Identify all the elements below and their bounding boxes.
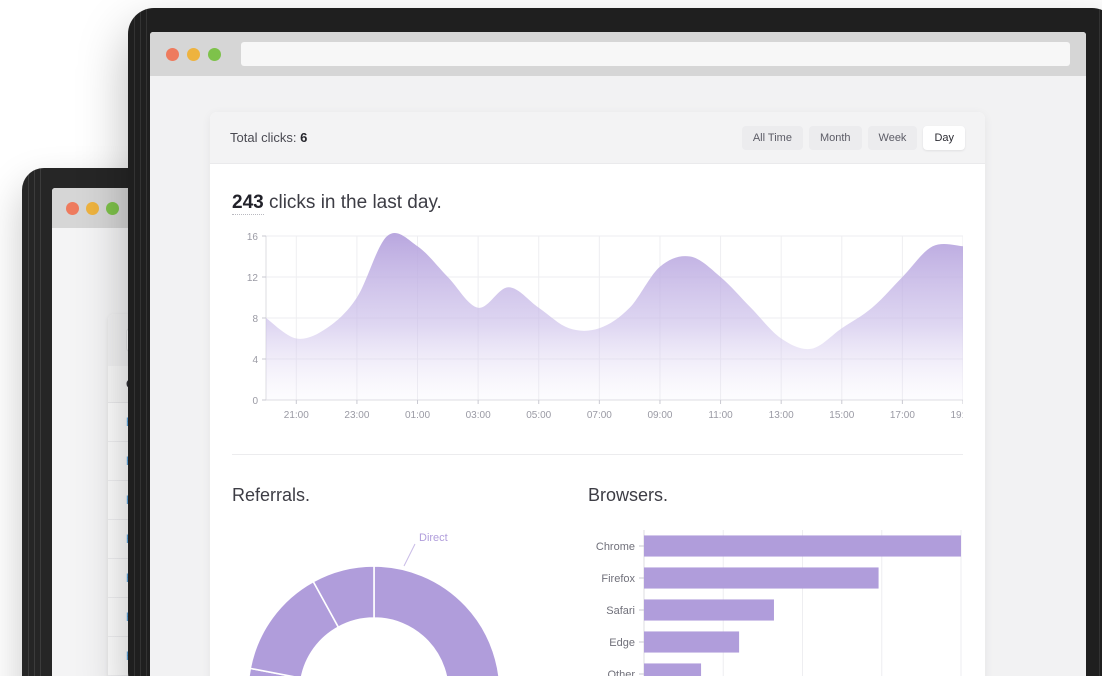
bar-category-labels: Chrome Firefox Safari Edge Other xyxy=(596,541,644,676)
browsers-bar-chart: Chrome Firefox Safari Edge Other xyxy=(596,530,962,676)
maximize-button-icon[interactable] xyxy=(208,47,221,61)
svg-text:4: 4 xyxy=(252,355,258,366)
clicks-headline-rest: clicks in the last day. xyxy=(263,192,442,213)
foreground-titlebar xyxy=(150,32,1086,76)
foreground-url-bar[interactable] xyxy=(241,42,1070,66)
svg-text:21:00: 21:00 xyxy=(284,410,309,421)
minimize-button-icon[interactable] xyxy=(86,201,99,215)
range-button-month[interactable]: Month xyxy=(808,125,862,150)
foreground-browser-window[interactable]: Total clicks: 6 All Time Month Week Day xyxy=(128,8,1102,676)
total-clicks-value: 6 xyxy=(300,130,308,145)
svg-text:15:00: 15:00 xyxy=(829,410,854,421)
donut-slices xyxy=(248,565,500,676)
chart-area-series xyxy=(266,233,963,400)
range-button-day[interactable]: Day xyxy=(923,125,965,150)
foreground-window-screen: Total clicks: 6 All Time Month Week Day xyxy=(150,32,1086,676)
lower-sections: Referrals. Direct Browsers. xyxy=(232,485,963,676)
close-button-icon[interactable] xyxy=(66,201,79,215)
donut-label-direct: Direct xyxy=(419,532,448,544)
chart-x-axis: 21:00 23:00 01:00 03:00 05:00 07:00 09:00 11:00… xyxy=(284,400,963,421)
svg-text:03:00: 03:00 xyxy=(466,410,491,421)
svg-text:12: 12 xyxy=(247,273,259,284)
svg-text:23:00: 23:00 xyxy=(344,410,369,421)
svg-text:13:00: 13:00 xyxy=(769,410,794,421)
bezel-highlight xyxy=(134,8,135,676)
clicks-chart-svg: 0 4 8 12 16 21:00 23:00 01:00 03:00 05:00 07:00 09… xyxy=(247,232,963,421)
panel-header: Total clicks: 6 All Time Month Week Day xyxy=(210,112,985,164)
svg-text:Safari: Safari xyxy=(606,605,635,617)
svg-text:Chrome: Chrome xyxy=(596,541,635,553)
panel-body: 243 clicks in the last day. xyxy=(210,164,985,676)
dashboard-content: Total clicks: 6 All Time Month Week Day xyxy=(150,76,1086,676)
svg-text:Firefox: Firefox xyxy=(601,573,635,585)
donut-leader-line xyxy=(403,543,416,567)
time-range-selector: All Time Month Week Day xyxy=(741,125,965,150)
total-clicks-text: Total clicks: xyxy=(230,130,297,145)
referrals-donut-chart: Direct xyxy=(248,532,500,676)
minimize-button-icon[interactable] xyxy=(187,47,200,61)
svg-text:Other: Other xyxy=(607,669,635,676)
svg-text:07:00: 07:00 xyxy=(587,410,612,421)
browsers-title: Browsers. xyxy=(588,485,669,505)
clicks-area-chart: 0 4 8 12 16 21:00 23:00 01:00 03:00 05:00 07:00 09… xyxy=(232,228,963,428)
maximize-button-icon[interactable] xyxy=(106,201,119,215)
total-clicks-label: Total clicks: 6 xyxy=(230,130,307,145)
referrals-section: Referrals. Direct xyxy=(232,485,588,676)
svg-text:19:00: 19:00 xyxy=(950,410,963,421)
clicks-headline: 243 clicks in the last day. xyxy=(232,192,963,215)
bezel-highlight xyxy=(146,8,147,676)
bezel-highlight xyxy=(140,8,141,676)
bar-series xyxy=(644,535,961,676)
svg-text:Edge: Edge xyxy=(609,637,635,649)
close-button-icon[interactable] xyxy=(166,47,179,61)
svg-text:0: 0 xyxy=(252,396,258,407)
section-divider xyxy=(232,454,963,455)
referrals-title: Referrals. xyxy=(232,485,311,505)
svg-text:8: 8 xyxy=(252,314,258,325)
chart-y-axis: 0 4 8 12 16 xyxy=(247,232,266,407)
browsers-section: Browsers. Chrome Firefox Safari Edge Other xyxy=(588,485,963,676)
clicks-count: 243 xyxy=(232,192,264,215)
svg-text:05:00: 05:00 xyxy=(526,410,551,421)
svg-text:09:00: 09:00 xyxy=(647,410,672,421)
bezel-highlight xyxy=(1099,8,1100,676)
analytics-panel: Total clicks: 6 All Time Month Week Day xyxy=(210,112,985,676)
svg-text:17:00: 17:00 xyxy=(890,410,915,421)
range-button-week[interactable]: Week xyxy=(867,125,918,150)
svg-text:11:00: 11:00 xyxy=(708,410,733,421)
svg-text:01:00: 01:00 xyxy=(405,410,430,421)
range-button-all-time[interactable]: All Time xyxy=(741,125,803,150)
svg-text:16: 16 xyxy=(247,232,259,243)
